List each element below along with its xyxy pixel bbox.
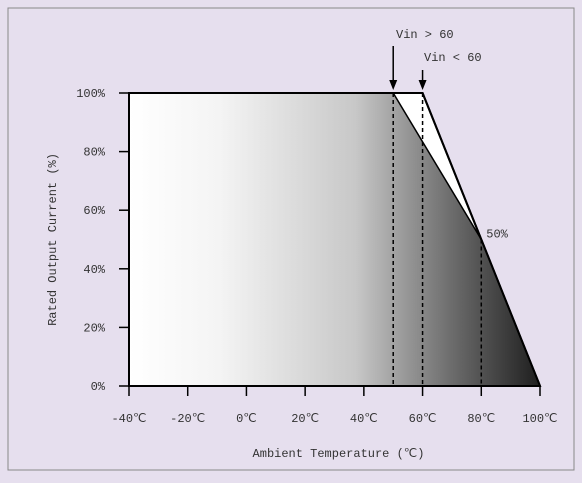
- x-tick-label: 0℃: [236, 412, 257, 426]
- y-tick-label: 0%: [91, 380, 106, 394]
- series-vin-lt-60-line: [129, 92, 541, 387]
- y-tick-label: 40%: [83, 263, 105, 277]
- x-axis-title: Ambient Temperature (℃): [253, 447, 425, 461]
- half-point-label: 50%: [486, 228, 508, 242]
- x-tick-label: -20℃: [170, 412, 205, 426]
- x-tick-label: 20℃: [291, 412, 319, 426]
- y-tick-label: 100%: [76, 87, 106, 101]
- y-tick-label: 20%: [83, 321, 105, 335]
- x-tick-label: 100℃: [522, 412, 557, 426]
- y-axis-title: Rated Output Current (%): [46, 153, 60, 326]
- x-tick-label: 80℃: [467, 412, 495, 426]
- x-tick-label: -40℃: [111, 412, 146, 426]
- y-tick-label: 60%: [83, 204, 105, 218]
- axis-layer: 0% 20% 40% 60% 80% 100% -40℃ -20℃ 0℃ 20℃ 40℃ 60℃ 80℃…: [76, 87, 557, 426]
- vin-lt-60-arrow-head: [418, 80, 427, 90]
- plot-layer: [128, 92, 542, 387]
- y-tick-label: 80%: [83, 146, 105, 160]
- vin-gt-60-arrow-head: [389, 80, 398, 90]
- label-layer: Ambient Temperature (℃) Rated Output Curr…: [46, 28, 509, 461]
- x-tick-label: 40℃: [350, 412, 378, 426]
- x-tick-label: 60℃: [409, 412, 437, 426]
- vin-lt-60-label: Vin < 60: [424, 51, 482, 65]
- vin-gt-60-label: Vin > 60: [396, 28, 454, 42]
